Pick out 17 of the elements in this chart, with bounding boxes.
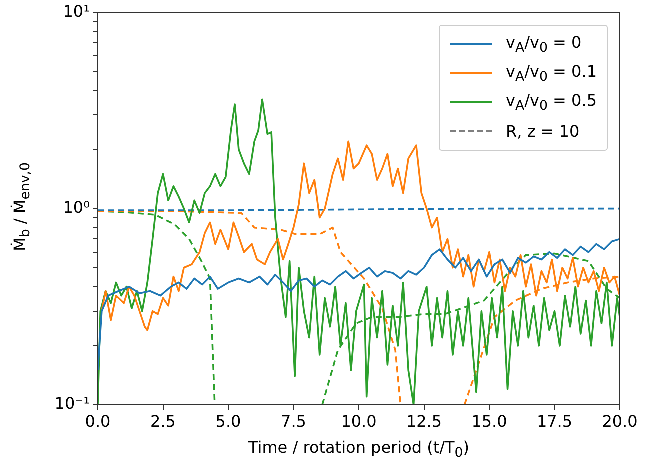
x-axis-title: Time / rotation period (t/T$_{0}$) bbox=[248, 438, 470, 462]
x-tick-label: 15.0 bbox=[472, 412, 508, 431]
x-tick-label: 2.5 bbox=[150, 412, 176, 431]
legend-label: v$_{A}$/v$_{0}$ = 0.5 bbox=[506, 90, 597, 114]
y-tick-label: 10¹ bbox=[63, 2, 90, 21]
legend-label: R, z = 10 bbox=[506, 122, 580, 141]
x-tick-label: 5.0 bbox=[216, 412, 242, 431]
x-tick-label: 10.0 bbox=[341, 412, 377, 431]
x-tick-label: 12.5 bbox=[406, 412, 442, 431]
x-tick-label: 7.5 bbox=[281, 412, 306, 431]
x-tick-label: 0.0 bbox=[85, 412, 111, 431]
y-tick-label: 10⁰ bbox=[63, 198, 90, 217]
y-tick-label: 10⁻¹ bbox=[54, 394, 90, 414]
legend-label: v$_{A}$/v$_{0}$ = 0.1 bbox=[506, 62, 597, 85]
x-tick-label: 20.0 bbox=[602, 412, 638, 431]
x-tick-label: 17.5 bbox=[536, 412, 573, 431]
legend-label: v$_{A}$/v$_{0}$ = 0 bbox=[506, 32, 582, 56]
